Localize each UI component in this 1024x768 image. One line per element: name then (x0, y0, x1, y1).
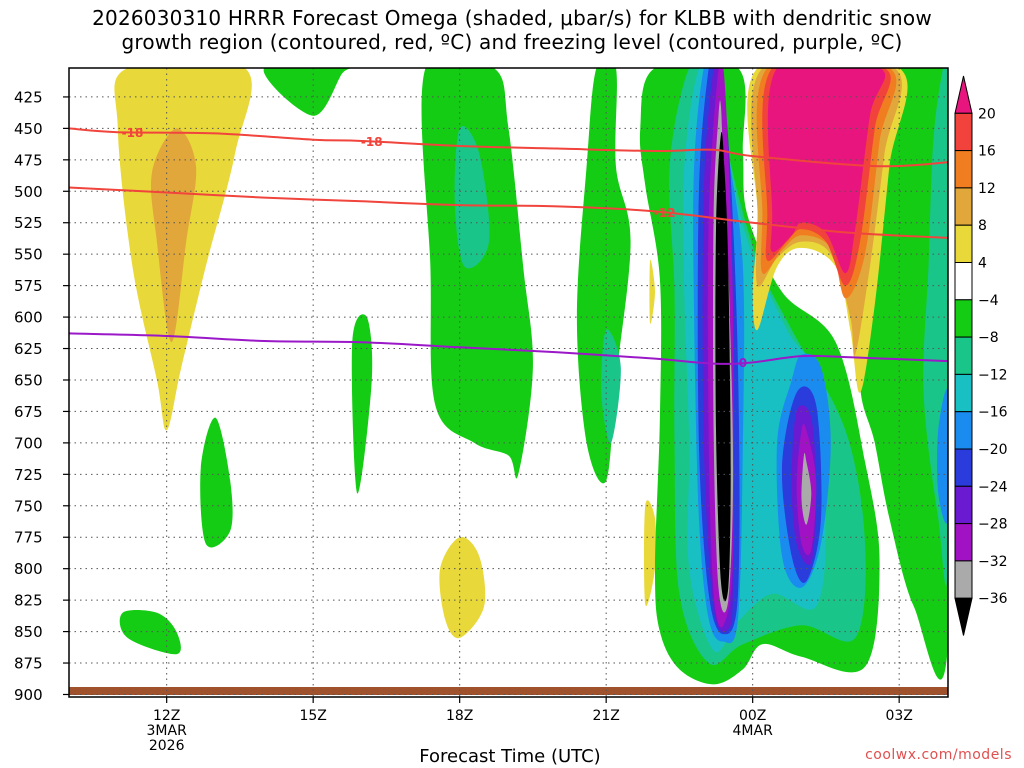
y-tick-label-625: 625 (14, 340, 43, 358)
omega-shading (114, 68, 948, 685)
y-tick-label-700: 700 (14, 434, 43, 452)
x-tick-label-00Z: 00Z (739, 708, 766, 724)
omega-region-8 (454, 125, 490, 269)
y-tick-label-525: 525 (14, 214, 43, 232)
omega-region-22 (715, 131, 731, 602)
omega-region-12 (649, 259, 655, 325)
plot-frame (68, 67, 949, 698)
colorbar-label-0: 20 (978, 106, 996, 122)
y-tick-label-575: 575 (14, 277, 43, 295)
y-tick-label-725: 725 (14, 466, 43, 484)
y-tick-label-900: 900 (14, 686, 43, 704)
colorbar-swatch-1 (954, 112, 973, 152)
colorbar-swatch-13 (954, 560, 973, 599)
x-tick-label-18Z: 18Z (446, 708, 473, 724)
chart-title: 2026030310 HRRR Forecast Omega (shaded, … (0, 6, 1024, 54)
colorbar-swatch-8 (954, 373, 973, 413)
omega-region-6 (351, 314, 373, 494)
y-tick-label-600: 600 (14, 309, 43, 327)
y-tick-label-850: 850 (14, 623, 43, 641)
y-tick-label-500: 500 (14, 183, 43, 201)
colorbar: 20 16 12 8 4 −4 −8 −12 −16 −20 −24 −28 −32 −36 (954, 75, 1008, 636)
omega-region-35 (767, 68, 886, 274)
contour-line-0 (69, 127, 948, 168)
colorbar-label-2: 12 (978, 181, 996, 197)
omega-region-27 (801, 452, 812, 525)
colorbar-label-11: −28 (978, 517, 1008, 533)
x-tick-label-15Z: 15Z (299, 708, 326, 724)
colorbar-swatch-6 (954, 299, 973, 338)
chart-title-line1: 2026030310 HRRR Forecast Omega (shaded, … (92, 6, 932, 30)
contour-label-0-1: -18 (361, 135, 383, 149)
colorbar-swatch-9 (954, 411, 973, 450)
colorbar-swatch-12 (954, 523, 973, 562)
omega-region-30 (937, 389, 948, 524)
x-date-label-1-0: 4MAR (733, 723, 774, 739)
x-date-label-0-1: 2026 (149, 738, 185, 754)
contour-label-0-0: -18 (122, 126, 144, 140)
contour-line-2 (69, 332, 948, 365)
colorbar-label-13: −36 (978, 591, 1008, 607)
contour-label-1-0: -12 (654, 206, 676, 220)
colorbar-swatch-2 (954, 150, 973, 189)
colorbar-label-7: −12 (978, 367, 1008, 383)
y-tick-label-675: 675 (14, 403, 43, 421)
colorbar-label-9: −20 (978, 442, 1008, 458)
omega-region-10 (576, 68, 631, 484)
y-tick-label-475: 475 (14, 151, 43, 169)
colorbar-label-12: −32 (978, 554, 1008, 570)
colorbar-swatch-10 (954, 448, 973, 487)
x-tick-label-03Z: 03Z (885, 708, 912, 724)
colorbar-label-10: −24 (978, 479, 1008, 495)
y-tick-label-750: 750 (14, 497, 43, 515)
x-axis-title: Forecast Time (UTC) (419, 746, 601, 767)
colorbar-swatch-3 (954, 187, 973, 226)
omega-region-4 (200, 417, 233, 548)
chart-title-line2: growth region (contoured, red, ºC) and f… (121, 30, 903, 54)
terrain-ground (69, 687, 948, 695)
omega-region-5 (119, 609, 181, 655)
colorbar-swatch-7 (954, 336, 973, 375)
omega-region-13 (644, 500, 657, 607)
colorbar-swatch-11 (954, 485, 973, 525)
omega-region-9 (439, 536, 486, 639)
y-tick-label-775: 775 (14, 529, 43, 547)
colorbar-swatch-4 (954, 224, 973, 263)
y-tick-label-825: 825 (14, 592, 43, 610)
colorbar-label-6: −8 (978, 330, 999, 346)
omega-region-3 (263, 68, 358, 116)
y-tick-label-800: 800 (14, 560, 43, 578)
omega-region-7 (421, 68, 533, 479)
colorbar-label-1: 16 (978, 144, 996, 160)
colorbar-swatch-5 (954, 262, 973, 301)
x-date-label-0-0: 3MAR (147, 723, 188, 739)
colorbar-label-5: −4 (978, 293, 999, 309)
y-tick-label-550: 550 (14, 246, 43, 264)
y-tick-label-425: 425 (14, 88, 43, 106)
y-tick-label-650: 650 (14, 371, 43, 389)
colorbar-label-8: −16 (978, 405, 1008, 421)
omega-region-2 (150, 128, 197, 343)
y-tick-label-875: 875 (14, 655, 43, 673)
temperature-contours: -18 -18 -12 0 (69, 126, 948, 370)
y-tick-label-450: 450 (14, 120, 43, 138)
colorbar-arrow-top (954, 75, 973, 114)
contour-label-2-0: 0 (739, 356, 747, 370)
colorbar-label-4: 4 (978, 256, 987, 272)
x-tick-label-12Z: 12Z (153, 708, 180, 724)
y-axis: 425 450 475 500 525 550 575 600 625 650 675 700 725 7… (14, 88, 69, 704)
x-tick-label-21Z: 21Z (592, 708, 619, 724)
contour-line-1 (69, 186, 948, 239)
credit-text: coolwx.com/models (865, 747, 1012, 763)
colorbar-arrow-bottom (954, 597, 973, 636)
colorbar-label-3: 8 (978, 218, 987, 234)
